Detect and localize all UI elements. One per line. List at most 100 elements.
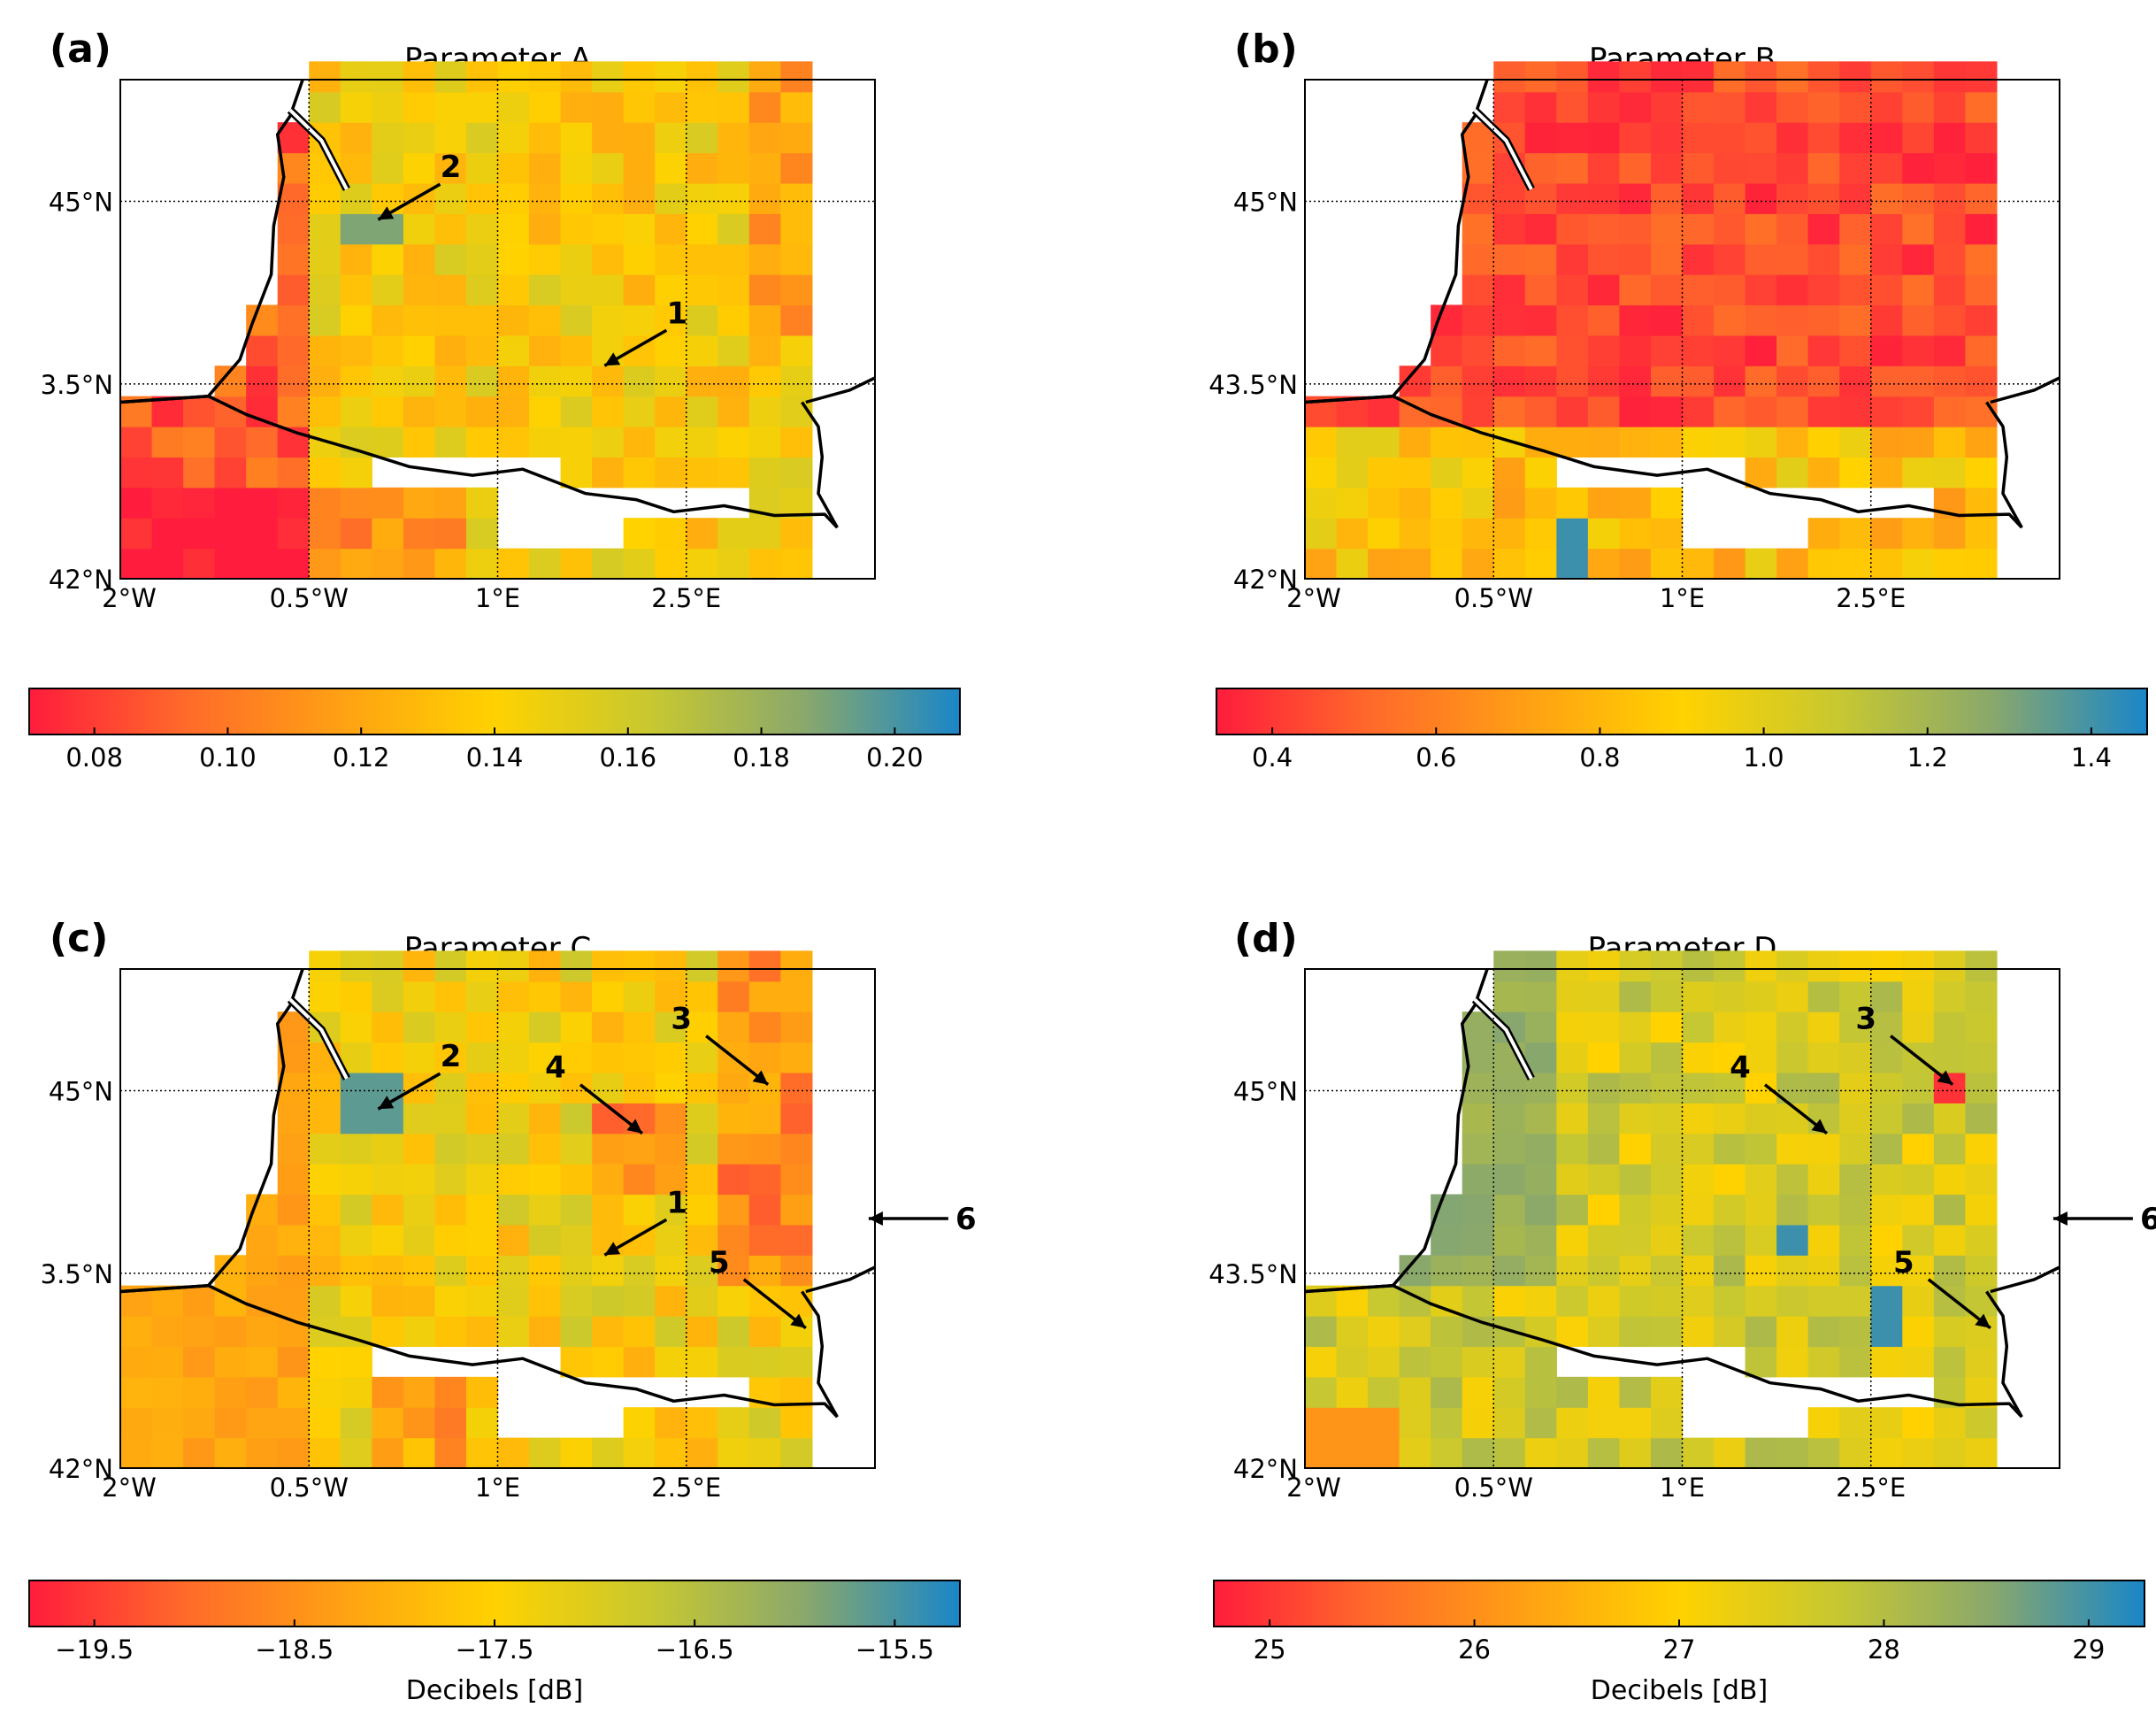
grid-cell [1587, 1224, 1621, 1256]
grid-cell [623, 518, 656, 550]
grid-cell [465, 1011, 499, 1043]
grid-cell [686, 1072, 718, 1104]
grid-cell [1902, 548, 1935, 580]
annotation-label: 4 [1730, 1050, 1751, 1086]
grid-cell [1524, 1407, 1557, 1439]
grid-cell [623, 243, 656, 275]
grid-cell [1839, 950, 1872, 982]
grid-cell [1714, 1164, 1746, 1196]
grid-cell [465, 1407, 499, 1439]
grid-cell [403, 1194, 436, 1226]
grid-cell [340, 1103, 372, 1134]
grid-cell [434, 1133, 467, 1165]
grid-cell [1431, 365, 1463, 397]
grid-cell [1965, 1255, 1998, 1287]
grid-cell [748, 304, 781, 336]
grid-cell [1714, 1194, 1746, 1226]
colorbar-tick-label: 1.0 [1744, 742, 1784, 773]
grid-cell [1745, 1194, 1777, 1226]
grid-cell [403, 122, 436, 154]
grid-cell [1619, 950, 1652, 982]
coastline [1304, 79, 1489, 404]
grid-cell [1399, 1316, 1431, 1348]
grid-cell [748, 91, 781, 123]
grid-cell [1368, 1346, 1400, 1378]
grid-cell [465, 182, 499, 214]
grid-cell [623, 152, 656, 184]
grid-cell [1714, 396, 1746, 427]
grid-cell [1493, 274, 1526, 306]
grid-cell [372, 396, 404, 427]
grid-cell [1493, 61, 1526, 93]
grid-cell [1714, 1133, 1746, 1165]
grid-cell [1965, 213, 1998, 245]
grid-cell [560, 1346, 593, 1378]
grid-cell [1399, 548, 1431, 580]
grid-cell [780, 1407, 813, 1439]
grid-cell [1870, 548, 1903, 580]
grid-cell [1839, 122, 1872, 154]
grid-cell [465, 304, 499, 336]
grid-cell [592, 457, 625, 488]
grid-cell [686, 950, 718, 982]
grid-cell [1714, 243, 1746, 275]
grid-cell [1493, 457, 1526, 488]
grid-cell [1556, 304, 1589, 336]
grid-cell [686, 981, 718, 1012]
grid-cell [372, 487, 404, 519]
grid-cell [309, 1285, 341, 1317]
grid-cell [1524, 152, 1557, 184]
grid-cell [1650, 304, 1684, 336]
grid-cell [1556, 1103, 1589, 1134]
grid-cell [748, 981, 781, 1012]
grid-cell [1933, 950, 1966, 982]
grid-cell [1399, 457, 1431, 488]
grid-cell [686, 213, 718, 245]
grid-cell [1714, 981, 1746, 1012]
grid-cell [1462, 304, 1494, 336]
grid-cell [1965, 335, 1998, 366]
coastline [1304, 394, 2023, 529]
grid-cell [1776, 1133, 1809, 1165]
grid-cell [403, 152, 436, 184]
colorbar-tick-label: 27 [1663, 1634, 1696, 1665]
grid-cell [1650, 1072, 1684, 1104]
grid-cell [717, 1164, 750, 1196]
grid-cell [309, 304, 341, 336]
grid-cell [277, 518, 310, 550]
grid-cell [309, 1407, 341, 1439]
grid-cell [1493, 1376, 1526, 1408]
grid-cell [1587, 1011, 1621, 1043]
grid-cell [717, 61, 750, 93]
grid-cell [465, 61, 499, 93]
grid-cell [1682, 365, 1715, 397]
grid-cell [748, 152, 781, 184]
grid-cell [1431, 1376, 1463, 1408]
grid-cell [686, 1407, 718, 1439]
grid-cell [655, 122, 687, 154]
grid-cell [340, 518, 372, 550]
lat-tick-label: 45°N [1233, 1077, 1298, 1107]
grid-cell [1524, 1194, 1557, 1226]
grid-cell [1839, 396, 1872, 427]
grid-cell [403, 981, 436, 1012]
grid-cell [403, 1255, 436, 1287]
grid-cell [623, 1285, 656, 1317]
grid-cell [1650, 518, 1684, 550]
grid-cell [1524, 1224, 1557, 1256]
grid-cell [748, 365, 781, 397]
grid-cell [686, 1255, 718, 1287]
colorbar-label: Decibels [dB] [1591, 1675, 1768, 1706]
grid-cell [717, 1285, 750, 1317]
grid-cell [1587, 1194, 1621, 1226]
grid-cell [1807, 152, 1840, 184]
grid-cell [1965, 1072, 1998, 1104]
coastline [119, 79, 304, 404]
grid-cell [1807, 1407, 1840, 1439]
grid-cell [1650, 1164, 1684, 1196]
grid-cell [1462, 1103, 1494, 1134]
grid-cell [1870, 1042, 1903, 1073]
grid-cell [309, 243, 341, 275]
grid-cell [1839, 91, 1872, 123]
grid-cell [1650, 487, 1684, 519]
